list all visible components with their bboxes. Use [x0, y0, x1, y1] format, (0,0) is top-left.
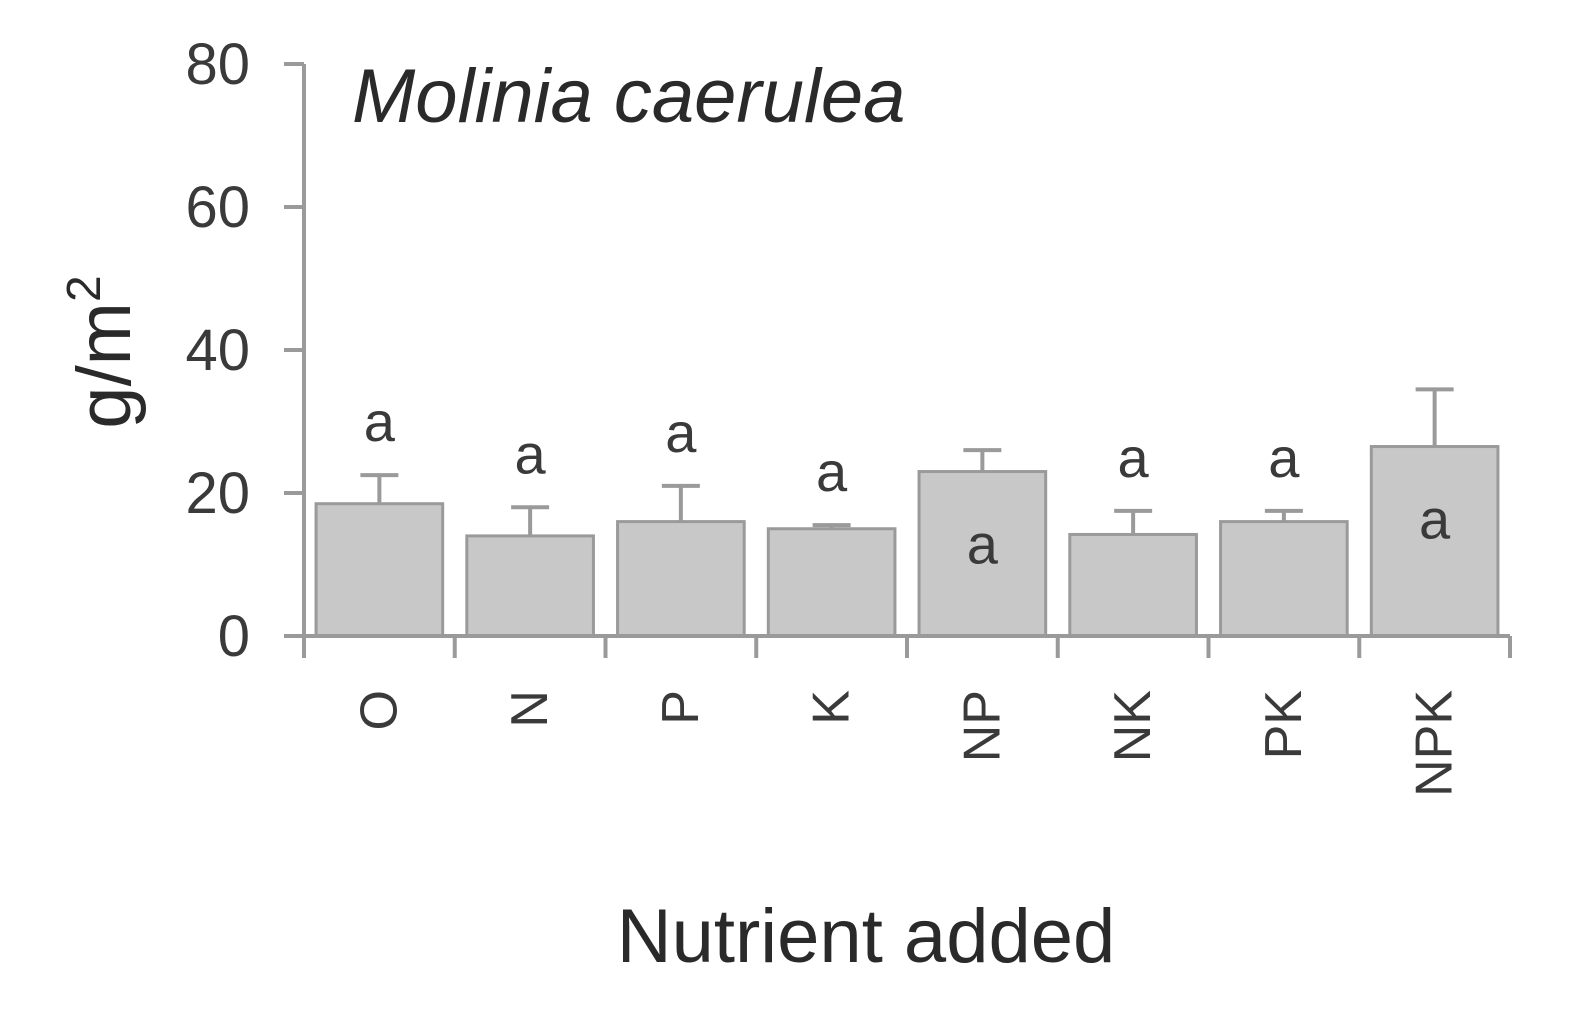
bar-n: [465, 534, 595, 638]
significance-label-np: a: [967, 513, 999, 576]
x-axis-title: Nutrient added: [617, 894, 1116, 979]
x-tick-label-npk: NPK: [1406, 690, 1464, 797]
y-axis-title: g/m2: [58, 275, 147, 428]
error-bars-layer: [360, 387, 1454, 536]
x-tick-label-np: NP: [953, 690, 1011, 762]
error-bar-k: [812, 523, 851, 529]
significance-label-nk: a: [1118, 426, 1150, 489]
axes-layer: [284, 62, 1512, 658]
error-bar-nk: [1114, 508, 1153, 535]
x-tick-label-pk: PK: [1255, 690, 1313, 760]
bar-np: [917, 470, 1048, 638]
error-bar-pk: [1264, 508, 1303, 522]
y-tick-label-80: 80: [185, 32, 250, 97]
error-bar-n: [511, 505, 550, 536]
error-bar-o: [360, 473, 399, 504]
bar-p: [616, 520, 746, 638]
error-bar-np: [963, 448, 1002, 472]
y-tick-label-40: 40: [185, 318, 250, 383]
x-tick-label-nk: NK: [1104, 690, 1162, 763]
y-tick-label-60: 60: [185, 175, 250, 240]
y-axis-title-superscript: 2: [58, 275, 111, 302]
labels-layer: a Oa Na Pa Ka NP a NK a PK a NPK 0 20 40 60 80: [185, 32, 1463, 797]
y-axis-title-text: g/m: [62, 302, 147, 429]
x-tick-label-p: P: [652, 690, 710, 725]
chart-title: Molinia caerulea: [352, 54, 905, 139]
bar-k: [766, 527, 897, 638]
bar-npk: [1369, 445, 1500, 638]
error-bar-npk: [1415, 387, 1454, 447]
significance-label-pk: a: [1268, 426, 1300, 489]
bar-nk: [1068, 532, 1198, 638]
bars-layer: [314, 445, 1500, 638]
significance-label-p: a: [665, 401, 697, 464]
y-tick-label-0: 0: [218, 604, 250, 669]
significance-label-k: a: [816, 440, 848, 503]
x-tick-label-k: K: [803, 690, 861, 725]
x-tick-label-n: N: [501, 690, 559, 728]
significance-label-n: a: [515, 422, 547, 485]
error-bar-p: [661, 483, 700, 522]
y-tick-label-20: 20: [185, 461, 250, 526]
x-tick-label-o: O: [350, 690, 408, 730]
bar-o: [314, 502, 445, 638]
significance-label-npk: a: [1419, 488, 1451, 551]
significance-label-o: a: [364, 390, 396, 453]
svg-text:g/m2: g/m2: [58, 275, 147, 428]
bar-pk: [1219, 520, 1349, 638]
